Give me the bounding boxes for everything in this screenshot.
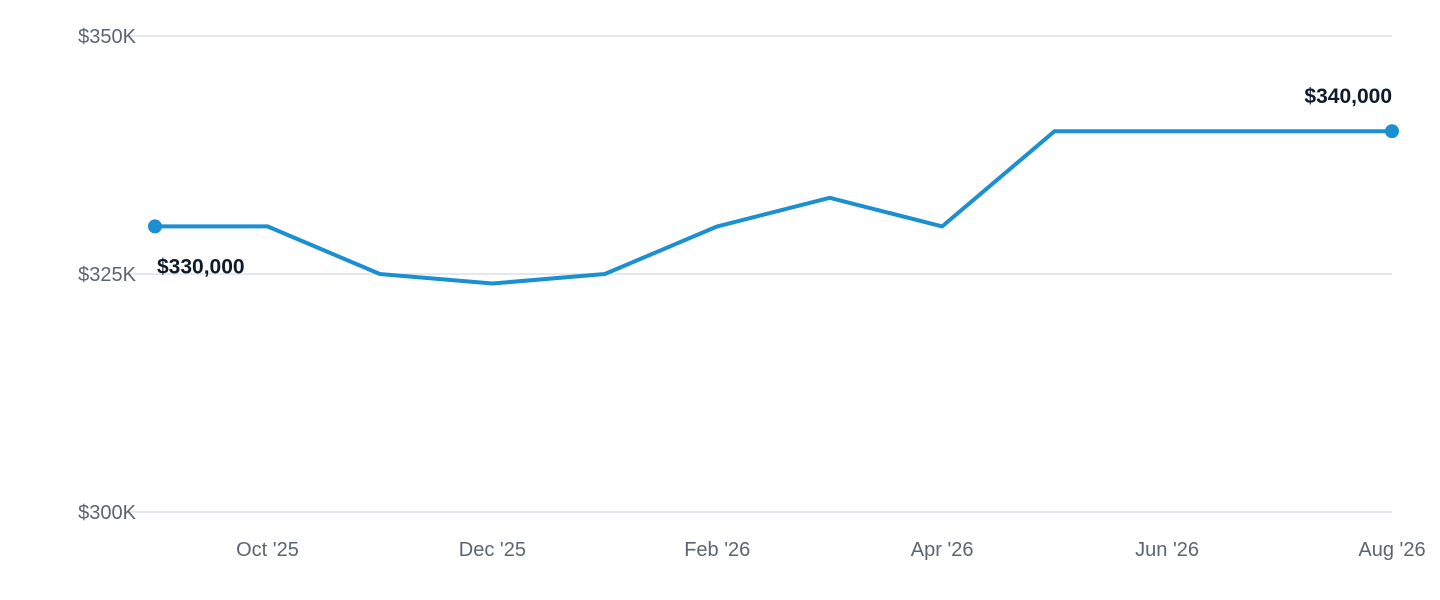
x-tick-label: Aug '26 <box>1358 539 1425 561</box>
y-tick-label: $350K <box>78 26 136 48</box>
data-label-start: $330,000 <box>157 255 245 278</box>
x-tick-label: Dec '25 <box>459 539 526 561</box>
endpoint-marker <box>148 219 162 234</box>
x-tick-label: Oct '25 <box>236 539 299 561</box>
y-tick-label: $300K <box>78 502 136 524</box>
x-tick-label: Apr '26 <box>911 539 974 561</box>
x-tick-label: Jun '26 <box>1135 539 1199 561</box>
x-tick-label: Feb '26 <box>684 539 750 561</box>
series-line <box>153 129 1394 286</box>
endpoint-marker <box>1385 124 1399 139</box>
data-label-end: $340,000 <box>1304 85 1392 108</box>
y-tick-label: $325K <box>78 264 136 286</box>
